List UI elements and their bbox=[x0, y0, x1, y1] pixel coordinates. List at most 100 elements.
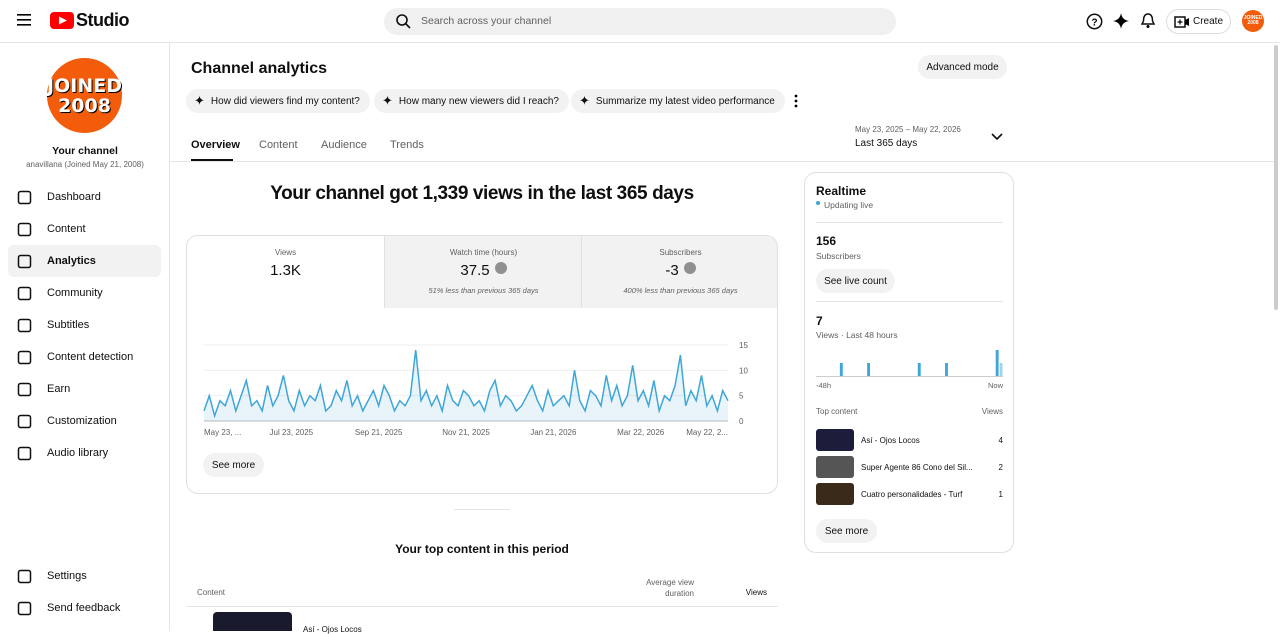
prompt-chip[interactable]: ✦ Summarize my latest video performance bbox=[571, 89, 785, 113]
nav-label: Subtitles bbox=[47, 319, 90, 331]
spark-icon[interactable] bbox=[1113, 13, 1129, 29]
bell-icon[interactable] bbox=[1141, 12, 1155, 29]
prompt-chip[interactable]: ✦ How did viewers find my content? bbox=[186, 89, 370, 113]
down-icon bbox=[494, 262, 507, 274]
nav-item[interactable]: Dashboard bbox=[8, 181, 161, 213]
x-tick-label: Sep 21, 2025 bbox=[355, 428, 403, 437]
help-icon[interactable]: ? bbox=[1086, 13, 1103, 30]
spark-icon: ✦ bbox=[579, 93, 590, 108]
nav-label: Send feedback bbox=[47, 602, 121, 614]
search-placeholder: Search across your channel bbox=[421, 15, 552, 27]
see-more-button[interactable]: See more bbox=[203, 453, 264, 477]
tab[interactable]: Trends bbox=[390, 139, 424, 151]
tab[interactable]: Audience bbox=[321, 139, 367, 151]
nav-label: Settings bbox=[47, 570, 87, 582]
scrollbar[interactable] bbox=[1274, 45, 1278, 310]
metric-value-text: 37.5 bbox=[460, 262, 490, 279]
content-title[interactable]: Super Agente 86 Cono del Sil... bbox=[861, 463, 973, 472]
menu-icon[interactable] bbox=[17, 14, 31, 26]
bar bbox=[995, 350, 999, 376]
x-tick-label: May 23, ... bbox=[204, 428, 241, 437]
more-icon[interactable] bbox=[792, 94, 800, 108]
nav-item[interactable]: Send feedback bbox=[8, 592, 161, 624]
content-title[interactable]: Cuatro personalidades - Turf bbox=[861, 490, 963, 499]
period[interactable]: Last 365 days bbox=[855, 138, 918, 149]
metric-tab[interactable]: Watch time (hours) 37.5 51% less than prev… bbox=[384, 236, 582, 308]
thumbnail[interactable] bbox=[213, 612, 292, 631]
nav-item[interactable]: Earn bbox=[8, 373, 161, 405]
channel-avatar[interactable]: JOINED 2008 bbox=[47, 58, 122, 133]
divider bbox=[816, 301, 1003, 302]
prompt-chip[interactable]: ✦ How many new viewers did I reach? bbox=[374, 89, 569, 113]
nav-item[interactable]: Content bbox=[8, 213, 161, 245]
logo-text[interactable]: Studio bbox=[76, 10, 130, 30]
nav-icon bbox=[17, 222, 32, 236]
y-tick-label: 10 bbox=[739, 366, 748, 375]
nav-item[interactable]: Settings bbox=[8, 560, 161, 592]
thumbnail[interactable] bbox=[816, 429, 854, 451]
metric-label: Watch time (hours) bbox=[449, 248, 518, 257]
chip-label: Summarize my latest video performance bbox=[595, 95, 775, 107]
bar bbox=[917, 363, 921, 376]
metric-tab[interactable]: Views 1.3K bbox=[187, 236, 384, 308]
start-label: -48h bbox=[816, 381, 832, 390]
metric-value: 1.3K bbox=[187, 262, 384, 279]
content-title[interactable]: Así - Ojos Locos bbox=[303, 625, 362, 634]
overview-card: Views 1.3K Watch time (hours) 37.5 51% less … bbox=[186, 235, 778, 494]
views-column: Views bbox=[981, 407, 1003, 416]
channel-handle: anavillana (Joined May 21, 2008) bbox=[26, 160, 144, 169]
x-tick-label: Mar 22, 2026 bbox=[617, 428, 665, 437]
nav-label: Content bbox=[47, 223, 86, 235]
channel-title: Your channel bbox=[52, 145, 118, 157]
nav-icon bbox=[17, 350, 32, 364]
tab[interactable]: Content bbox=[259, 139, 298, 151]
end-label: Now bbox=[987, 381, 1003, 390]
views-chart: 0 5 10 15 May 23, ... Jul 23, 2025 Sep 21, 202… bbox=[203, 341, 748, 437]
line bbox=[203, 350, 729, 419]
page-title: Channel analytics bbox=[191, 60, 328, 77]
nav-item[interactable]: Audio library bbox=[8, 437, 161, 469]
nav-item[interactable]: Content detection bbox=[8, 341, 161, 373]
date-range[interactable]: May 23, 2025 – May 22, 2026 bbox=[855, 125, 961, 134]
create-button[interactable]: Create bbox=[1166, 9, 1231, 34]
subscriber-count: 156 bbox=[816, 234, 837, 248]
nav-item[interactable]: Community bbox=[8, 277, 161, 309]
account-avatar[interactable]: JOINED 2008 bbox=[1242, 10, 1264, 32]
thumbnail[interactable] bbox=[816, 483, 854, 505]
x-tick-label: Nov 21, 2025 bbox=[442, 428, 490, 437]
y-tick-label: 15 bbox=[739, 341, 748, 350]
column-header: Content bbox=[197, 588, 226, 597]
metric-value: 37.5 bbox=[385, 262, 582, 279]
metric-tab[interactable]: Subscribers -3 400% less than previous 365… bbox=[581, 236, 777, 308]
tab[interactable]: Overview bbox=[191, 139, 240, 151]
nav-item[interactable]: Analytics bbox=[8, 245, 161, 277]
nav-icon bbox=[17, 190, 32, 204]
create-label: Create bbox=[1193, 16, 1224, 27]
logo-icon[interactable] bbox=[50, 12, 74, 29]
live-count-button[interactable]: See live count bbox=[816, 269, 895, 293]
chip-label: How many new viewers did I reach? bbox=[398, 95, 559, 107]
nav-label: Earn bbox=[47, 383, 71, 395]
nav-icon bbox=[17, 286, 32, 300]
divider bbox=[816, 222, 1003, 223]
subscriber-label: Subscribers bbox=[816, 251, 861, 261]
thumbnail[interactable] bbox=[816, 456, 854, 478]
metric-note: 400% less than previous 365 days bbox=[623, 286, 738, 295]
dropdown-icon[interactable] bbox=[991, 133, 1003, 141]
search-box[interactable]: Search across your channel bbox=[384, 8, 896, 35]
advanced-mode-button[interactable]: Advanced mode bbox=[918, 55, 1007, 79]
nav-icon bbox=[17, 382, 32, 396]
see-more-button[interactable]: See more bbox=[816, 519, 877, 543]
content-title[interactable]: Así - Ojos Locos bbox=[861, 436, 920, 445]
x-tick-label: May 22, 2... bbox=[686, 428, 728, 437]
divider bbox=[454, 509, 510, 510]
top-bar: Studio Search across your channel ? Crea… bbox=[0, 0, 1280, 43]
nav-item[interactable]: Subtitles bbox=[8, 309, 161, 341]
sidebar: JOINED 2008 Your channel anavillana (Joi… bbox=[0, 43, 170, 631]
bar bbox=[945, 363, 948, 376]
chip-label: How did viewers find my content? bbox=[210, 95, 360, 107]
nav-item[interactable]: Customization bbox=[8, 405, 161, 437]
spark-icon: ✦ bbox=[194, 93, 205, 108]
top-content-label: Top content bbox=[816, 407, 858, 416]
